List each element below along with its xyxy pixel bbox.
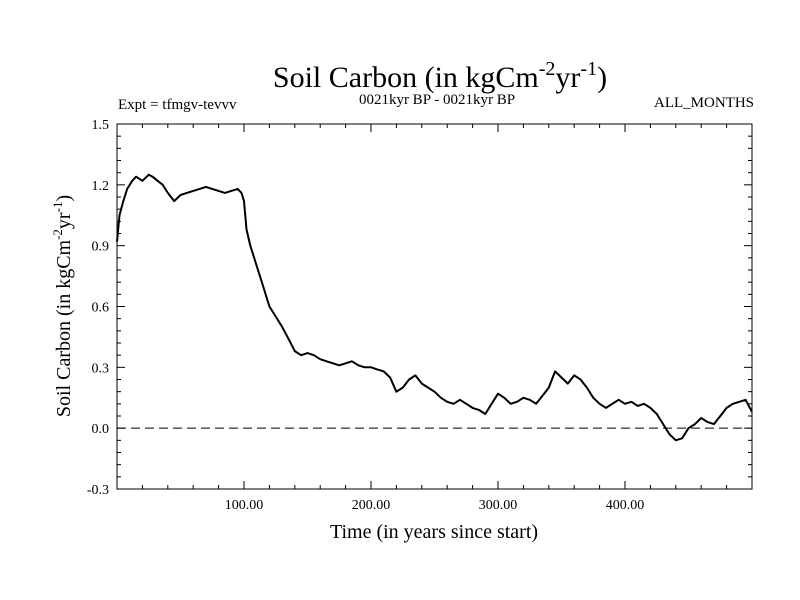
months-label: ALL_MONTHS <box>654 95 754 111</box>
x-axis-title: Time (in years since start) <box>330 521 538 543</box>
y-axis-ticks: -0.3 0.0 0.3 0.6 0.9 1.2 1.5 <box>87 118 752 498</box>
y-tick-label: 1.5 <box>92 118 110 133</box>
x-tick-label: 200.00 <box>352 498 391 513</box>
y-tick-label: 0.6 <box>92 301 110 316</box>
y-axis-title: Soil Carbon (in kgCm-2yr-1) <box>50 195 75 417</box>
x-tick-label: 100.00 <box>225 498 264 513</box>
x-tick-label: 400.00 <box>606 498 645 513</box>
x-axis-ticks: 100.00 200.00 300.00 400.00 <box>141 124 728 513</box>
period-label: 0021kyr BP - 0021kyr BP <box>359 92 515 108</box>
y-tick-label: 0.3 <box>92 361 110 376</box>
soil-carbon-series-line <box>116 173 753 442</box>
plot-frame <box>116 123 753 490</box>
y-tick-label: -0.3 <box>87 483 109 498</box>
series-group <box>116 173 753 442</box>
x-tick-label: 300.00 <box>479 498 518 513</box>
y-tick-label: 0.0 <box>92 422 110 437</box>
experiment-label: Expt = tfmgv-tevvv <box>118 97 237 113</box>
y-tick-label: 0.9 <box>92 240 110 255</box>
y-tick-label: 1.2 <box>92 179 110 194</box>
chart-title: Soil Carbon (in kgCm-2yr-1) <box>273 58 607 94</box>
